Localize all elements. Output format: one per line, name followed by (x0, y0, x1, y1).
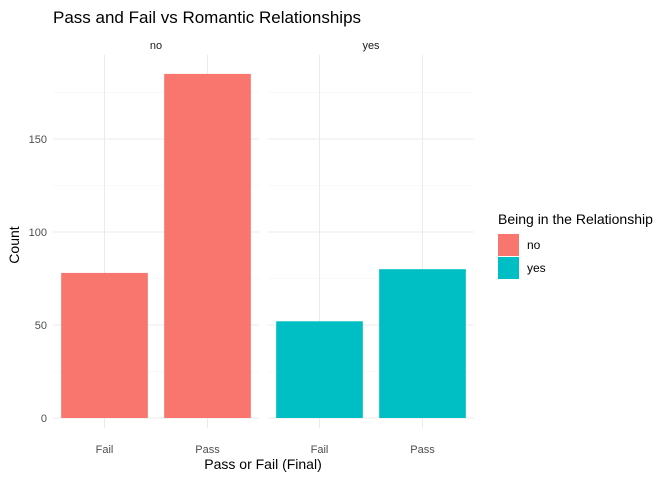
facet-panel-no: no Fail Pass (53, 40, 259, 456)
legend-label-no: no (527, 238, 541, 252)
chart-title: Pass and Fail vs Romantic Relationships (53, 8, 361, 27)
legend-label-yes: yes (527, 261, 546, 275)
facet-label-yes: yes (362, 40, 380, 52)
x-tick-label: Fail (311, 444, 329, 456)
bar-yes-pass (379, 269, 466, 418)
y-axis-title: Count (6, 226, 22, 263)
bar-no-fail (61, 272, 148, 418)
bar-no-pass (164, 73, 251, 419)
legend-title: Being in the Relationship (498, 211, 653, 227)
legend: Being in the Relationship no yes (498, 211, 653, 279)
y-tick-label: 50 (35, 320, 47, 332)
y-tick-label: 150 (29, 134, 47, 146)
x-tick-label: Fail (96, 444, 114, 456)
x-tick-label: Pass (195, 444, 220, 456)
y-tick-label: 100 (29, 227, 47, 239)
x-axis-title: Pass or Fail (Final) (204, 456, 321, 472)
legend-swatch-no (498, 234, 519, 256)
facet-panel-yes: yes Fail Pass (268, 40, 474, 456)
legend-swatch-yes (498, 257, 519, 279)
y-tick-label: 0 (41, 413, 47, 425)
facet-panels: no Fail Pass yes Fail Pass (53, 40, 474, 456)
facet-label-no: no (150, 40, 162, 52)
bar-yes-fail (276, 321, 363, 418)
y-axis-ticks: 0 50 100 150 (29, 134, 47, 425)
x-tick-label: Pass (410, 444, 435, 456)
